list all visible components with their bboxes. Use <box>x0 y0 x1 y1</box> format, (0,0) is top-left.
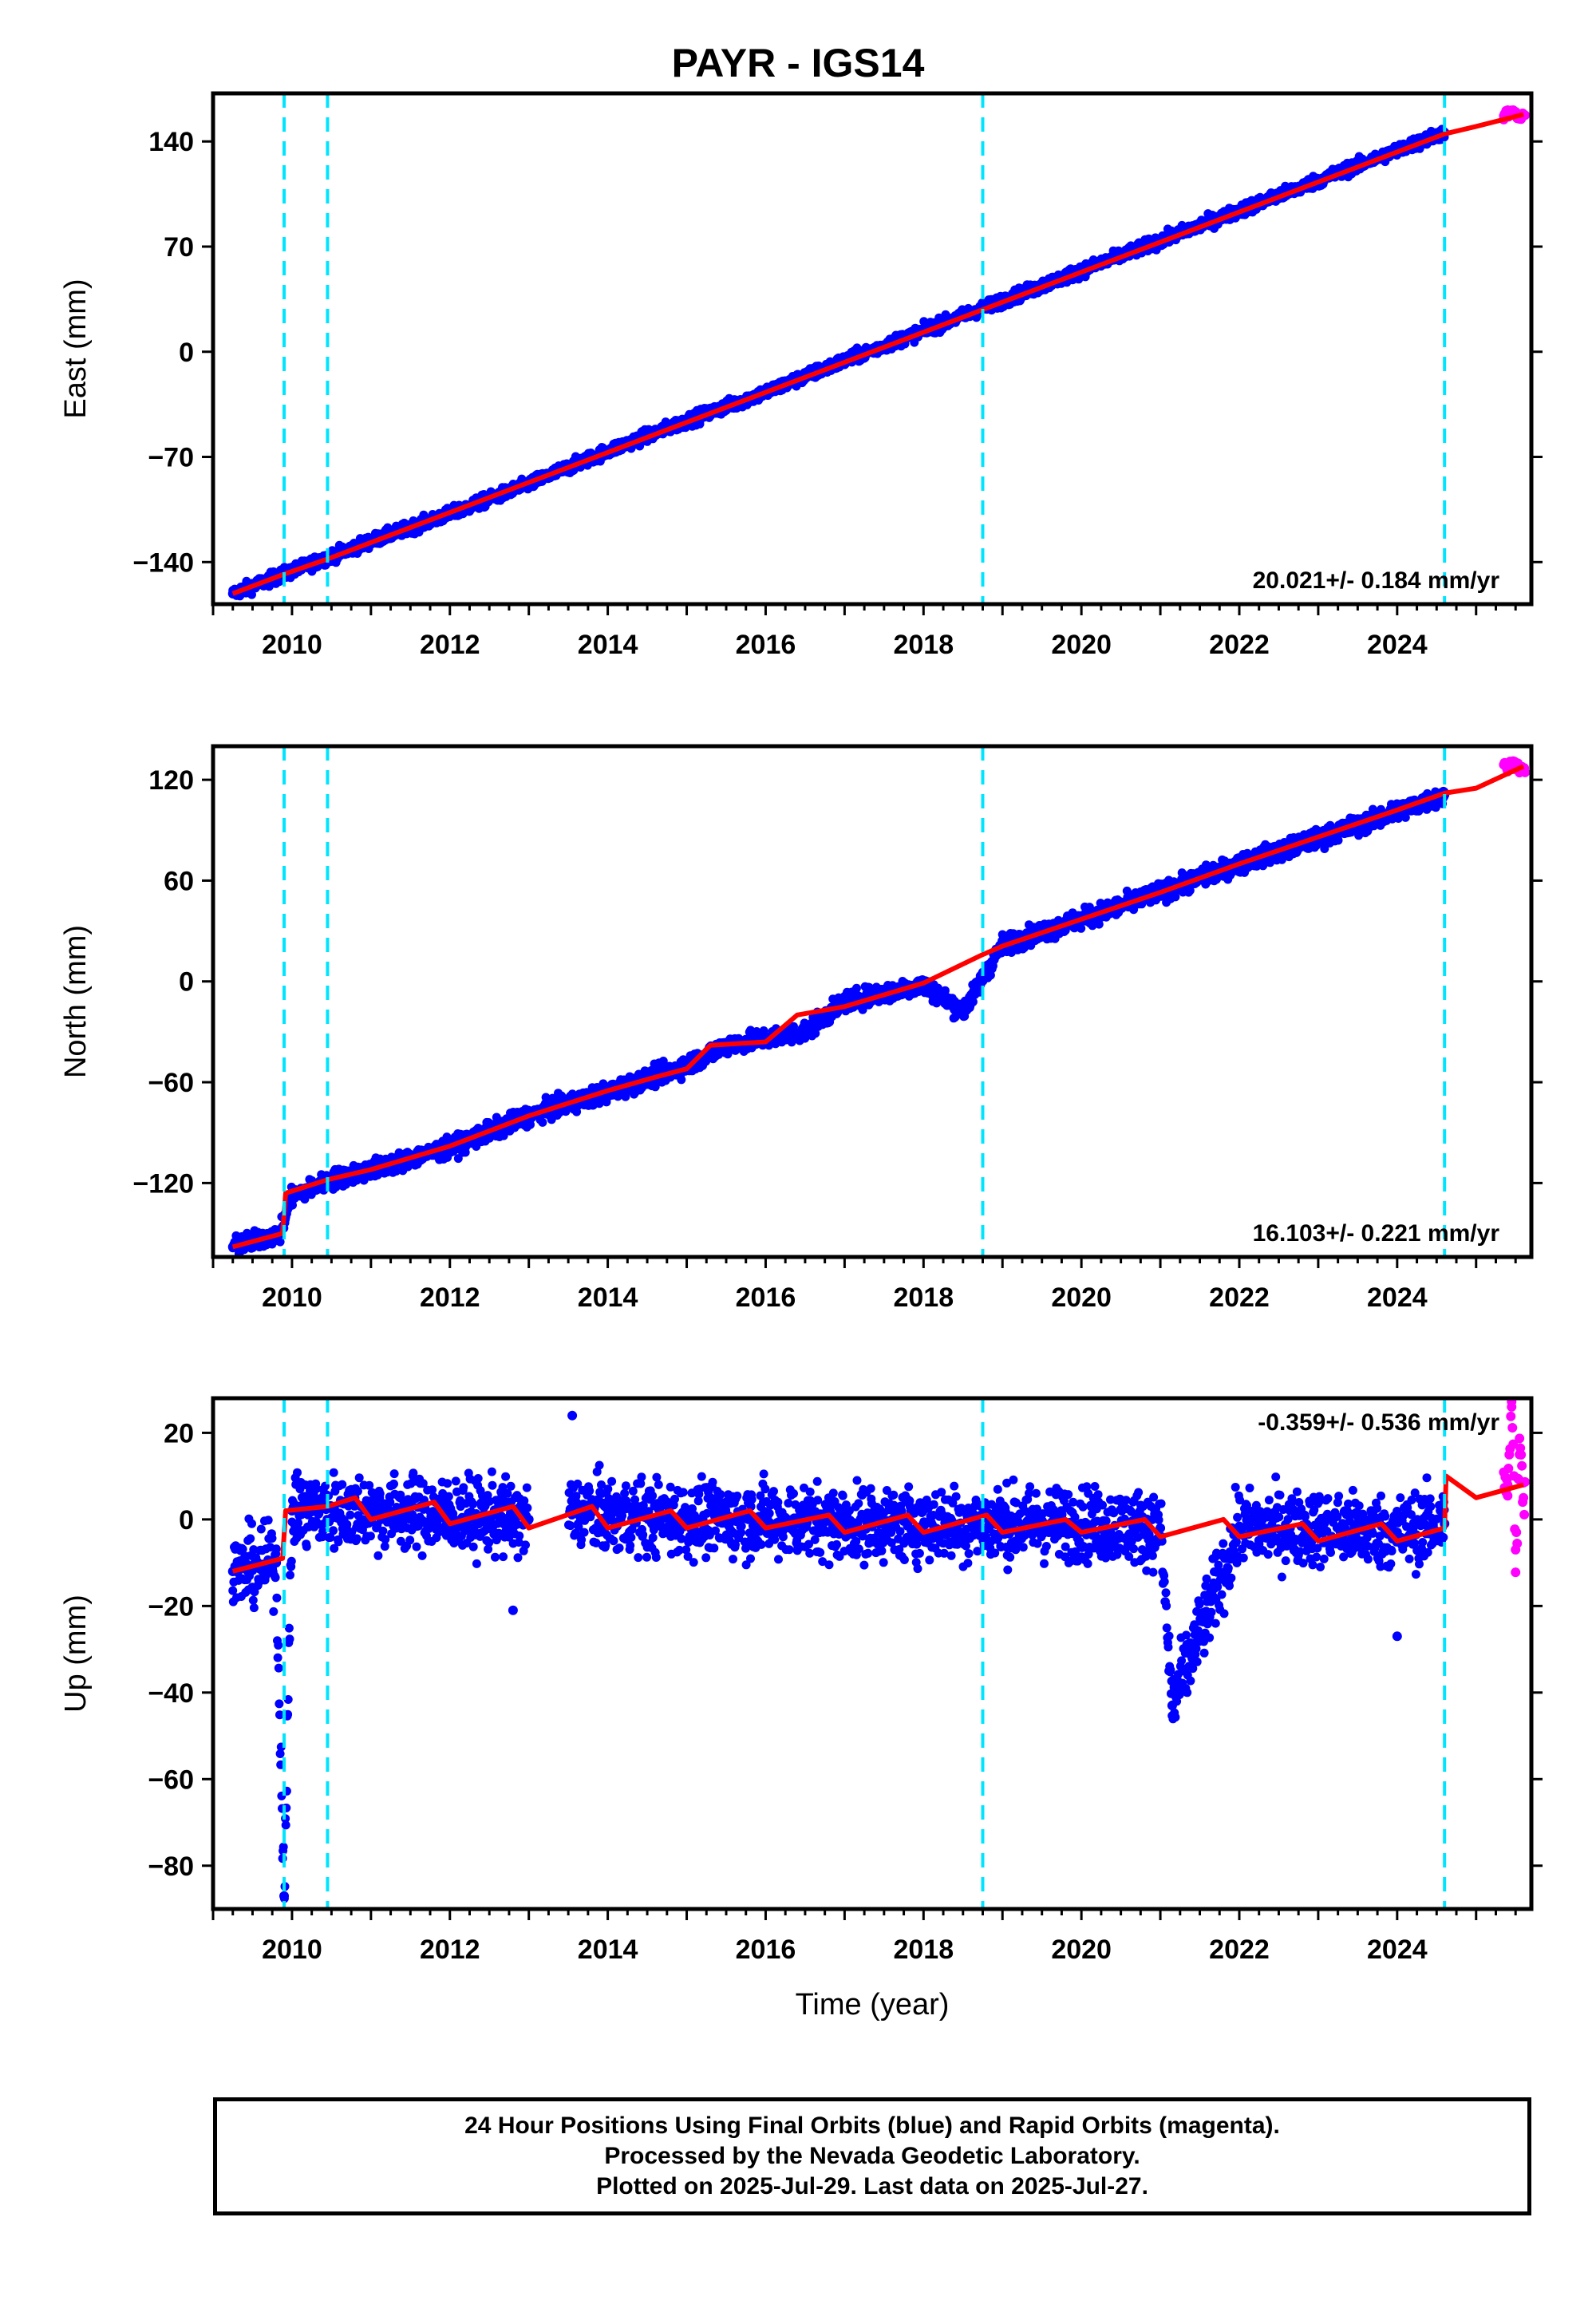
north-final-point <box>275 1237 285 1247</box>
north-final-point <box>1088 921 1097 931</box>
east-y-tick-label: −140 <box>132 547 194 578</box>
north-final-point <box>1129 905 1139 915</box>
north-final-point <box>811 1029 820 1038</box>
north-plot-area <box>227 756 1531 1257</box>
north-final-point <box>538 1117 547 1127</box>
north-final-point <box>940 986 950 995</box>
north-final-point <box>1094 919 1104 929</box>
north-panel: 2010 2012 2014 2016 2018 2020 2022 2024−120−600… <box>59 744 1543 1313</box>
east-x-tick-label: 2010 <box>262 630 322 660</box>
east-y-tick-label: 70 <box>164 232 194 263</box>
north-final-point <box>392 1167 401 1176</box>
east-x-tick-label: 2012 <box>420 630 480 660</box>
east-rapid-point <box>1507 106 1517 117</box>
north-final-orbit-points <box>228 786 1449 1257</box>
north-final-point <box>851 983 861 993</box>
east-x-tick-label: 2022 <box>1209 630 1270 660</box>
east-x-tick-label: 2016 <box>736 630 796 660</box>
north-final-point <box>288 1200 297 1210</box>
north-final-point <box>541 1093 551 1102</box>
east-frame <box>211 91 1534 607</box>
east-model-line <box>231 112 1524 596</box>
north-final-point <box>677 1075 686 1085</box>
north-final-point <box>1077 923 1086 933</box>
east-y-tick-label: 140 <box>148 127 194 157</box>
east-plot-area <box>227 105 1531 601</box>
east-final-point <box>247 590 256 599</box>
east-panel: 2010 2012 2014 2016 2018 2020 2022 2024 −140 −70 0… <box>59 91 1543 660</box>
chart-title: PAYR - IGS14 <box>671 41 925 85</box>
east-x-tick-label: 2024 <box>1367 630 1428 660</box>
north-final-point <box>968 997 978 1006</box>
north-final-point <box>1171 892 1180 902</box>
east-rate-label: 20.021+/- 0.184 mm/yr <box>1253 567 1500 594</box>
east-x-tick-label: 2020 <box>1051 630 1112 660</box>
north-final-point <box>526 1120 535 1129</box>
north-final-point <box>658 1057 668 1065</box>
east-y-tick-label: 0 <box>179 338 194 368</box>
east-y-axis-label: East (mm) <box>59 279 93 418</box>
east-x-tick-label: 2018 <box>893 630 954 660</box>
east-x-tick-label: 2014 <box>578 630 638 660</box>
east-y-tick-label: −70 <box>148 443 194 473</box>
